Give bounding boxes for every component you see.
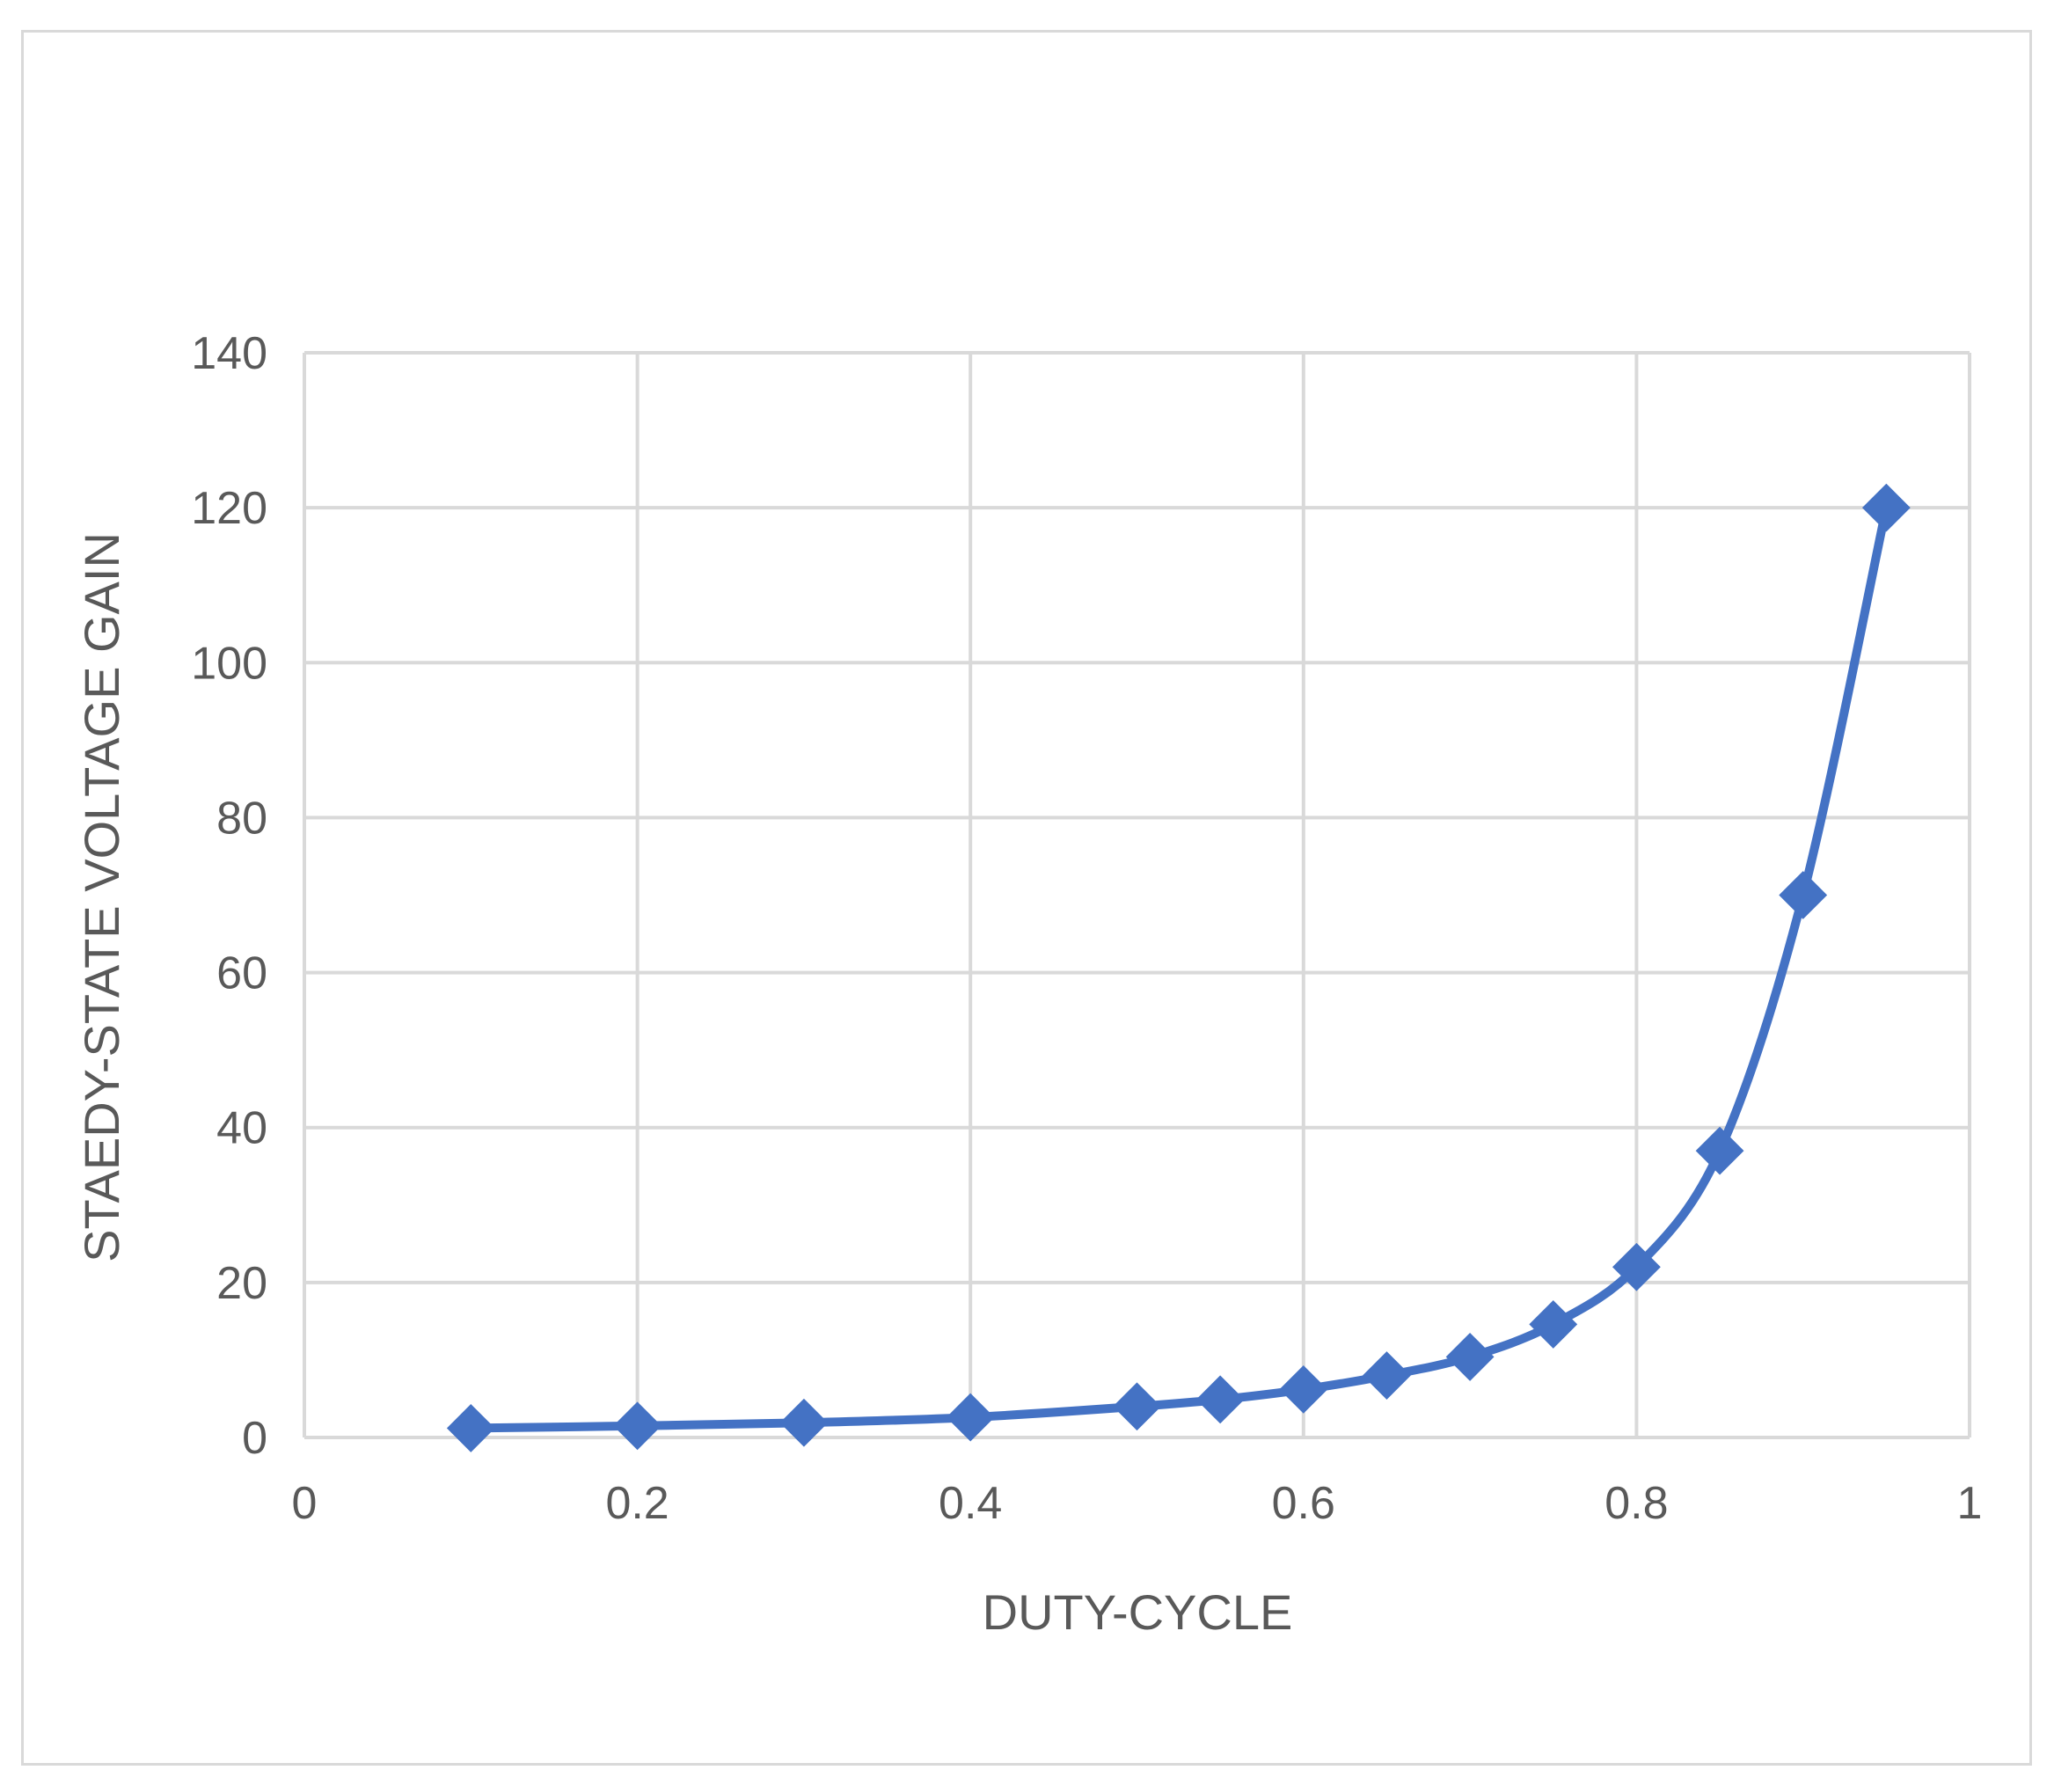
x-tick-label: 0.2: [605, 1478, 669, 1529]
data-point-marker: [1779, 871, 1828, 919]
data-point-marker: [1612, 1242, 1661, 1291]
data-point-marker: [1695, 1126, 1744, 1175]
y-axis-tick-labels: 0 20 40 60 80 100 120 140: [191, 328, 267, 1464]
data-point-marker: [1363, 1351, 1411, 1400]
data-point-marker: [1445, 1332, 1495, 1381]
y-tick-label: 20: [216, 1258, 267, 1309]
x-tick-label: 0: [292, 1478, 318, 1529]
y-tick-label: 120: [191, 483, 267, 534]
series-line: [466, 503, 1891, 1433]
data-point-marker: [779, 1398, 829, 1447]
x-tick-label: 0.4: [939, 1478, 1002, 1529]
x-tick-label: 0.6: [1272, 1478, 1335, 1529]
y-tick-label: 40: [216, 1103, 267, 1154]
x-tick-label: 0.8: [1604, 1478, 1668, 1529]
x-axis-tick-labels: 0 0.2 0.4 0.6 0.8 1: [292, 1478, 1983, 1529]
y-tick-label: 140: [191, 328, 267, 379]
y-axis-title: STAEDY-STATE VOLTAGE GAIN: [74, 532, 129, 1262]
x-tick-label: 1: [1957, 1478, 1983, 1529]
data-point-marker: [1113, 1382, 1161, 1431]
x-axis-title: DUTY-CYCLE: [983, 1584, 1293, 1640]
data-point-marker: [446, 1404, 495, 1452]
series-group: [446, 483, 1911, 1452]
data-point-marker: [1861, 483, 1911, 532]
data-point-marker: [1529, 1300, 1578, 1349]
data-point-marker: [1279, 1364, 1328, 1414]
data-point-marker: [613, 1401, 662, 1451]
grid-lines: [303, 351, 1971, 1439]
y-tick-label: 60: [216, 948, 267, 999]
data-point-marker: [1195, 1375, 1245, 1424]
data-point-marker: [946, 1393, 995, 1442]
chart-frame: [21, 30, 2032, 1766]
y-tick-label: 0: [242, 1413, 267, 1464]
y-tick-label: 100: [191, 638, 267, 689]
y-tick-label: 80: [216, 793, 267, 844]
